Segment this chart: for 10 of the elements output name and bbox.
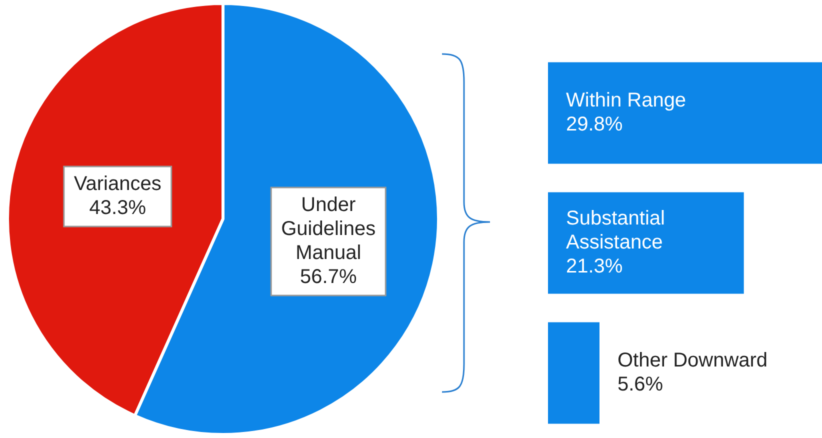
y-tick-label: Substantial Assistance [566, 208, 665, 254]
y-tick-label: Within Range [566, 90, 686, 112]
data-label: 56.7% [300, 266, 357, 288]
data-label: 29.8% [566, 114, 623, 136]
slice-label: Variances [74, 173, 162, 196]
data-label: 43.3% [89, 197, 146, 220]
data-label: 21.3% [566, 256, 623, 278]
data-label: 5.6% [617, 374, 664, 396]
y-tick-label: Other Downward [617, 350, 768, 372]
slice-label: Under Guidelines Manual [281, 194, 376, 264]
